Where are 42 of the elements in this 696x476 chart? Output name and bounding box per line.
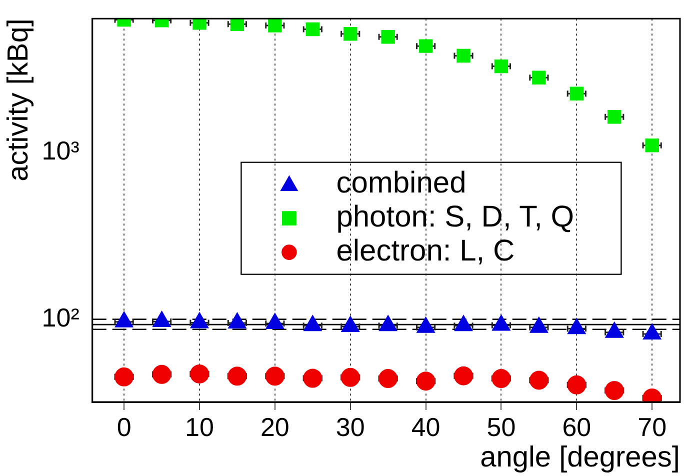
x-tick-label: 70 xyxy=(638,412,667,442)
point xyxy=(268,18,282,32)
point xyxy=(340,368,360,387)
y-tick-label: 10² xyxy=(42,302,80,332)
x-tick-label: 20 xyxy=(260,412,290,442)
point xyxy=(228,366,247,386)
x-tick-label: 40 xyxy=(411,412,440,442)
point xyxy=(303,368,322,388)
point xyxy=(265,366,284,386)
legend-label: electron: L, C xyxy=(336,234,515,268)
point xyxy=(567,375,586,394)
x-tick-label: 50 xyxy=(486,412,516,442)
point xyxy=(529,370,548,390)
y-tick-label: 10³ xyxy=(42,135,80,166)
point xyxy=(190,364,209,384)
y-axis-title: activity [kBq] xyxy=(2,18,34,182)
point xyxy=(456,48,470,63)
point xyxy=(532,70,546,84)
x-tick-label: 0 xyxy=(116,412,132,442)
point xyxy=(378,369,398,388)
point xyxy=(230,18,244,32)
x-axis-title: angle [degrees] xyxy=(480,442,680,474)
point xyxy=(608,110,622,124)
legend-label: photon: S, D, T, Q xyxy=(336,200,574,234)
point xyxy=(494,59,508,74)
point xyxy=(492,369,511,388)
point xyxy=(416,372,436,391)
point xyxy=(645,138,659,152)
x-tick-label: 30 xyxy=(336,412,365,442)
legend-label: combined xyxy=(336,166,466,200)
x-tick-label: 10 xyxy=(185,412,214,442)
point xyxy=(604,380,624,400)
point xyxy=(306,22,320,36)
point xyxy=(418,39,433,53)
point xyxy=(152,364,172,384)
point xyxy=(454,366,474,386)
point xyxy=(381,30,395,44)
point xyxy=(343,27,358,41)
point xyxy=(570,86,584,101)
point xyxy=(192,18,206,30)
x-tick-label: 60 xyxy=(562,412,592,442)
point xyxy=(114,367,134,386)
